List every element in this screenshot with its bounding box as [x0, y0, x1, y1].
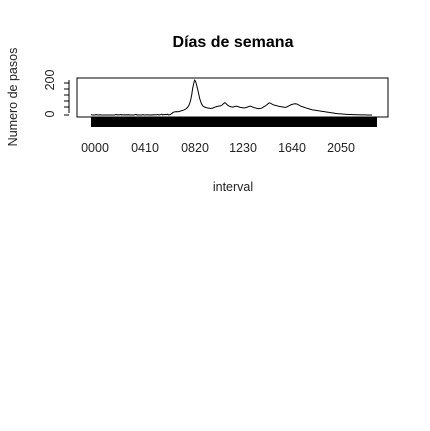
chart-title: Días de semana: [173, 34, 294, 51]
x-tick-label-2: 0820: [181, 141, 209, 155]
x-tick-label-1: 0410: [131, 141, 159, 155]
series-group: [90, 79, 373, 116]
y-tick-labels: 0 200: [43, 70, 57, 118]
y-ticks: [64, 82, 69, 116]
rug-band: [91, 117, 377, 127]
plot-frame: [76, 77, 389, 118]
y-axis-label: Numero de pasos: [6, 48, 20, 147]
x-tick-label-0: 0000: [81, 141, 109, 155]
x-tick-label-5: 2050: [327, 141, 355, 155]
x-tick-labels: 0000 0410 0820 1230 1640 2050: [81, 141, 355, 155]
x-tick-label-4: 1640: [278, 141, 306, 155]
x-axis-label: interval: [213, 180, 253, 194]
series-line-0: [90, 79, 373, 116]
y-tick-label-0: 0: [43, 110, 57, 117]
x-tick-label-3: 1230: [229, 141, 257, 155]
y-tick-label-1: 200: [43, 70, 57, 91]
